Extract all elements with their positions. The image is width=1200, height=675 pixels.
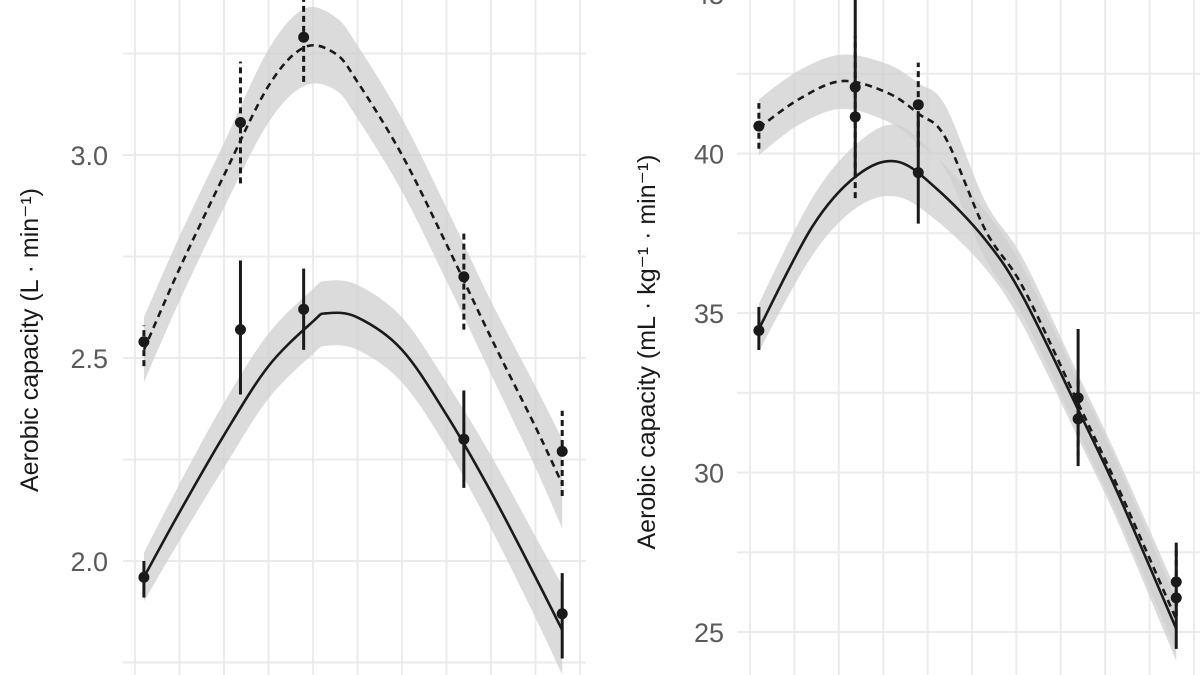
y-tick-label: 2.5 <box>70 344 108 374</box>
data-point-solid <box>138 571 150 583</box>
y-tick-label: 2.0 <box>70 547 108 577</box>
y-tick-label: 35 <box>694 299 724 329</box>
y-tick-label: 25 <box>694 618 724 648</box>
data-point-solid <box>556 608 568 620</box>
data-point-solid <box>849 81 861 93</box>
data-point-solid <box>1170 592 1182 604</box>
left-panel-absolute: 2.0 2.5 3.0 Aerobic capacity (L · min⁻¹) <box>16 0 586 675</box>
y-tick-label: 40 <box>694 140 724 170</box>
data-point-dashed <box>298 31 310 43</box>
y-tick-label: 3.0 <box>70 141 108 171</box>
data-point-solid <box>298 303 310 315</box>
confidence-band-dashed <box>758 54 1177 652</box>
data-point-solid <box>912 167 924 179</box>
data-point-dashed <box>234 117 246 129</box>
fit-line-solid <box>142 311 564 631</box>
data-point-dashed <box>556 445 568 457</box>
y-tick-label: 45 <box>694 0 724 10</box>
data-point-solid <box>458 433 470 445</box>
confidence-band-solid <box>758 124 1177 661</box>
fit-line-dashed <box>758 79 1178 620</box>
y-axis-title: Aerobic capacity (L · min⁻¹) <box>16 188 44 492</box>
plot-area <box>138 0 568 675</box>
fit-line-solid <box>757 159 1178 630</box>
fit-line-dashed <box>142 43 564 485</box>
data-point-dashed <box>458 271 470 283</box>
confidence-band-solid <box>143 280 563 675</box>
right-panel-relative: 25 30 35 40 45 Aerobic capacity (mL · kg⁻¹ · … <box>633 0 1200 675</box>
data-point-solid <box>753 325 765 337</box>
data-point-dashed <box>912 99 924 111</box>
data-point-solid <box>234 324 246 336</box>
data-point-dashed <box>753 120 765 132</box>
confidence-band-dashed <box>143 6 563 529</box>
plot-area <box>753 0 1182 661</box>
y-tick-label: 30 <box>694 459 724 489</box>
data-point-solid <box>1072 392 1084 404</box>
data-point-dashed <box>138 336 150 348</box>
y-axis-title: Aerobic capacity (mL · kg⁻¹ · min⁻¹) <box>633 155 661 550</box>
